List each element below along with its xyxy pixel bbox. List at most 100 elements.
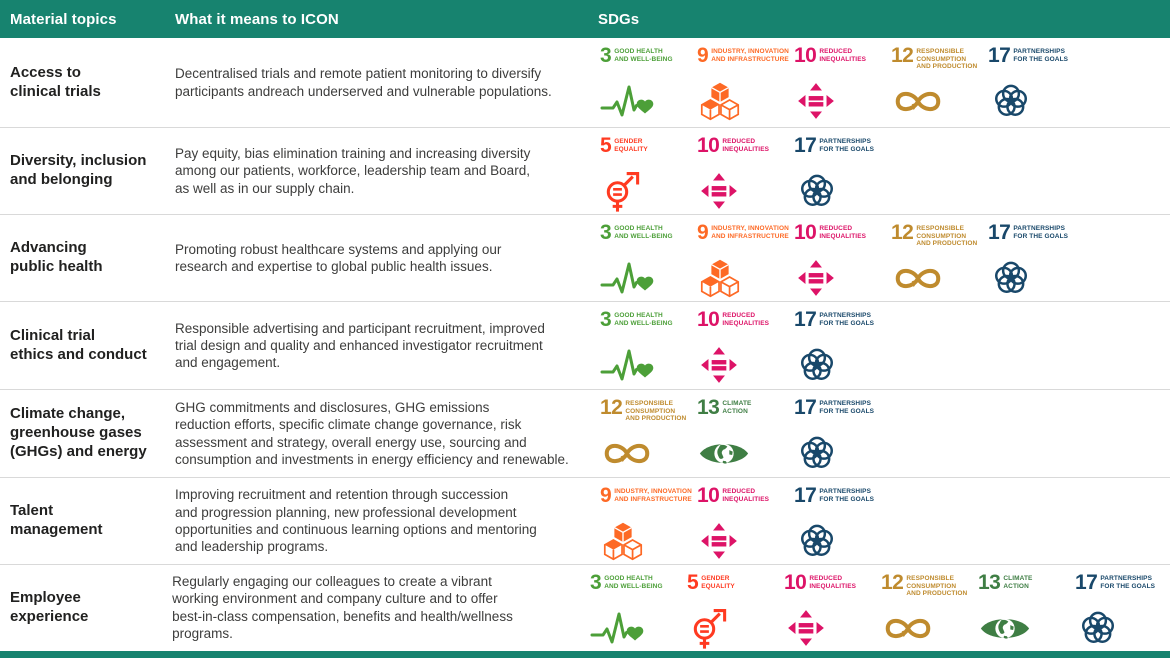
- equals-arrows-icon: [697, 516, 792, 566]
- sdg-list: 3 GOOD HEALTH AND WELL-BEING 5 GENDER EQ…: [588, 565, 1170, 650]
- sdg-badge-17: 17 PARTNERSHIPS FOR THE GOALS: [986, 221, 1083, 303]
- material-topic-label: Climate change, greenhouse gases (GHGs) …: [10, 405, 147, 460]
- sdg-title: GENDER EQUALITY: [701, 575, 735, 590]
- sdg-title: GOOD HEALTH AND WELL-BEING: [614, 48, 673, 63]
- sdg-number: 12: [891, 44, 914, 67]
- table-row: Climate change, greenhouse gases (GHGs) …: [0, 390, 1170, 478]
- column-header-material-topics: Material topics: [10, 10, 117, 28]
- sdg-number: 9: [600, 484, 612, 507]
- gender-symbol-icon: [687, 603, 782, 653]
- sdg-badge-17: 17 PARTNERSHIPS FOR THE GOALS: [792, 396, 889, 478]
- climate-eye-icon: [697, 428, 792, 478]
- table-body: Access to clinical trials Decentralised …: [0, 38, 1170, 650]
- sdg-title: REDUCED INEQUALITIES: [809, 575, 857, 590]
- footer-accent-bar: [0, 651, 1170, 658]
- sdg-badge-9: 9 INDUSTRY, INNOVATION AND INFRASTRUCTUR…: [695, 222, 792, 303]
- topic-description: Decentralised trials and remote patient …: [175, 66, 552, 99]
- sdg-title: PARTNERSHIPS FOR THE GOALS: [1013, 48, 1069, 63]
- sdg-badge-13: 13 CLIMATE ACTION: [695, 396, 792, 478]
- table-row: Advancing public health Promoting robust…: [0, 215, 1170, 302]
- topic-description: Regularly engaging our colleagues to cre…: [172, 573, 513, 641]
- infinity-loop-icon: [881, 603, 976, 653]
- partnership-rings-icon: [988, 253, 1083, 303]
- sdg-number: 5: [687, 571, 699, 594]
- sdg-title: GOOD HEALTH AND WELL-BEING: [614, 225, 673, 240]
- sdg-title: INDUSTRY, INNOVATION AND INFRASTRUCTURE: [711, 225, 789, 240]
- sdg-title: REDUCED INEQUALITIES: [819, 48, 867, 63]
- sdg-title: PARTNERSHIPS FOR THE GOALS: [819, 488, 875, 503]
- sdg-number: 10: [697, 134, 720, 157]
- sdg-badge-17: 17 PARTNERSHIPS FOR THE GOALS: [792, 484, 889, 566]
- sdg-badge-3: 3 GOOD HEALTH AND WELL-BEING: [598, 221, 695, 303]
- column-header-sdgs: SDGs: [598, 10, 640, 28]
- sdg-number: 12: [600, 396, 623, 419]
- sdg-number: 17: [794, 308, 817, 331]
- equals-arrows-icon: [794, 76, 889, 126]
- sdg-badge-9: 9 INDUSTRY, INNOVATION AND INFRASTRUCTUR…: [598, 484, 695, 566]
- sdg-number: 17: [794, 396, 817, 419]
- sdg-badge-13: 13 CLIMATE ACTION: [976, 571, 1073, 653]
- partnership-rings-icon: [1075, 603, 1170, 653]
- sdg-title: RESPONSIBLE CONSUMPTION AND PRODUCTION: [916, 225, 978, 248]
- sdg-title: REDUCED INEQUALITIES: [722, 138, 770, 153]
- sdg-title: CLIMATE ACTION: [722, 400, 752, 415]
- table-header: Material topics What it means to ICON SD…: [0, 0, 1170, 38]
- sdg-title: INDUSTRY, INNOVATION AND INFRASTRUCTURE: [711, 48, 789, 63]
- sdg-number: 12: [881, 571, 904, 594]
- material-topic-label: Talent management: [10, 502, 103, 538]
- sdg-list: 5 GENDER EQUALITY 10 REDUCED INEQUALITIE…: [598, 128, 1170, 214]
- climate-eye-icon: [978, 603, 1073, 653]
- sdg-badge-9: 9 INDUSTRY, INNOVATION AND INFRASTRUCTUR…: [695, 44, 792, 126]
- sdg-title: GENDER EQUALITY: [614, 138, 648, 153]
- sdg-number: 10: [697, 308, 720, 331]
- sdg-badge-10: 10 REDUCED INEQUALITIES: [782, 572, 879, 653]
- sdg-badge-3: 3 GOOD HEALTH AND WELL-BEING: [598, 308, 695, 390]
- partnership-rings-icon: [794, 166, 889, 216]
- sdg-badge-5: 5 GENDER EQUALITY: [598, 135, 695, 216]
- sdg-badge-3: 3 GOOD HEALTH AND WELL-BEING: [588, 571, 685, 653]
- sdg-number: 3: [590, 571, 602, 594]
- topic-description: Improving recruitment and retention thro…: [175, 487, 537, 555]
- sdg-number: 17: [794, 484, 817, 507]
- sdg-number: 12: [891, 221, 914, 244]
- partnership-rings-icon: [794, 428, 889, 478]
- table-row: Diversity, inclusion and belonging Pay e…: [0, 128, 1170, 215]
- infinity-loop-icon: [600, 428, 695, 478]
- material-topic-label: Access to clinical trials: [10, 63, 101, 100]
- sdg-title: PARTNERSHIPS FOR THE GOALS: [819, 312, 875, 327]
- sdg-number: 13: [697, 396, 720, 419]
- sdg-number: 10: [794, 221, 817, 244]
- sdg-badge-10: 10 REDUCED INEQUALITIES: [792, 221, 889, 303]
- table-row: Clinical trial ethics and conduct Respon…: [0, 302, 1170, 390]
- sdg-title: REDUCED INEQUALITIES: [722, 312, 770, 327]
- sdg-list: 3 GOOD HEALTH AND WELL-BEING 9 INDUSTRY,…: [598, 215, 1170, 301]
- material-topic-label: Diversity, inclusion and belonging: [10, 152, 147, 188]
- sdg-badge-12: 12 RESPONSIBLE CONSUMPTION AND PRODUCTIO…: [598, 396, 695, 478]
- sdg-number: 3: [600, 308, 612, 331]
- topic-description: Promoting robust healthcare systems and …: [175, 241, 502, 274]
- cubes-icon: [600, 516, 695, 566]
- sdg-number: 3: [600, 221, 612, 244]
- sdg-badge-17: 17 PARTNERSHIPS FOR THE GOALS: [986, 45, 1083, 126]
- material-topic-label: Clinical trial ethics and conduct: [10, 326, 147, 363]
- cubes-icon: [697, 76, 792, 126]
- sdg-title: REDUCED INEQUALITIES: [819, 225, 867, 240]
- sdg-title: GOOD HEALTH AND WELL-BEING: [604, 575, 663, 590]
- equals-arrows-icon: [697, 340, 792, 390]
- sdg-number: 17: [988, 221, 1011, 244]
- sdg-number: 9: [697, 44, 709, 67]
- sdg-number: 13: [978, 571, 1001, 594]
- sdg-title: RESPONSIBLE CONSUMPTION AND PRODUCTION: [625, 400, 687, 423]
- material-topic-label: Advancing public health: [10, 239, 103, 275]
- sdg-number: 3: [600, 44, 612, 67]
- heartbeat-heart-icon: [600, 76, 695, 126]
- sdg-badge-12: 12 RESPONSIBLE CONSUMPTION AND PRODUCTIO…: [879, 571, 976, 653]
- sdg-list: 3 GOOD HEALTH AND WELL-BEING 10 REDUCED …: [598, 302, 1170, 389]
- sdg-badge-10: 10 REDUCED INEQUALITIES: [695, 308, 792, 390]
- sdg-badge-10: 10 REDUCED INEQUALITIES: [695, 134, 792, 216]
- sdg-number: 17: [1075, 571, 1098, 594]
- sdg-title: RESPONSIBLE CONSUMPTION AND PRODUCTION: [906, 575, 968, 598]
- equals-arrows-icon: [794, 253, 889, 303]
- equals-arrows-icon: [697, 166, 792, 216]
